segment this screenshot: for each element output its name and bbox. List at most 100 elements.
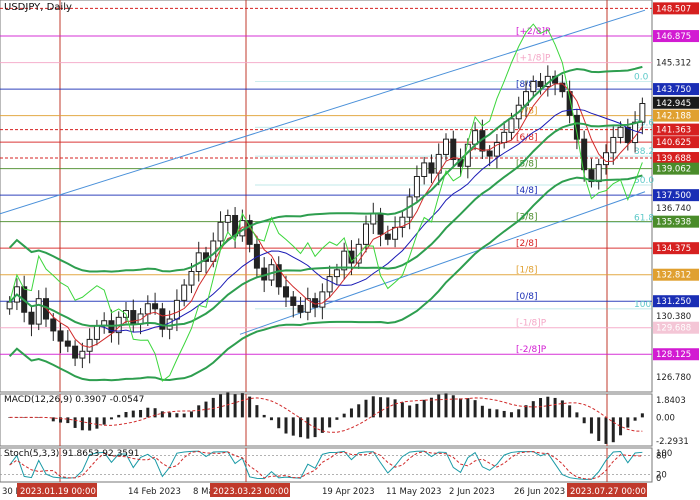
- candle-body: [595, 164, 602, 183]
- macd-histogram-bar: [153, 408, 157, 418]
- price-label-box: [653, 152, 699, 165]
- time-marker-label: 2023.03.23 00:00: [213, 487, 289, 497]
- macd-histogram-bar: [73, 417, 77, 428]
- price-label-box: [653, 321, 699, 334]
- stochastic-panel[interactable]: 100 80 20 0 Stoch(5,3,3) 91.8653 92.3591: [0, 447, 700, 484]
- candle-body: [573, 114, 580, 140]
- candle-body: [632, 121, 639, 144]
- macd-histogram-bar: [611, 417, 615, 443]
- murray-level-label: [4/8]: [516, 186, 538, 196]
- murray-level-label: [1/8]: [516, 266, 538, 276]
- candle-body: [603, 152, 609, 166]
- time-marker-box: [567, 483, 647, 497]
- price-label: 139.688: [656, 154, 691, 164]
- murray-level-label: [7/8]: [516, 107, 538, 117]
- macd-histogram-bar: [575, 412, 579, 418]
- macd-histogram-bar: [160, 411, 164, 418]
- macd-histogram-bar: [488, 408, 492, 418]
- price-label: 128.125: [656, 350, 691, 360]
- price-label: 131.250: [656, 297, 691, 307]
- macd-histogram-bar: [364, 399, 368, 418]
- candle-body: [610, 136, 617, 154]
- candle-body: [275, 264, 282, 288]
- price-label: 146.875: [656, 32, 691, 42]
- candle-body: [639, 103, 646, 123]
- macd-histogram-bar: [211, 397, 215, 418]
- candle-body: [493, 142, 500, 157]
- murray-level-label: [+2/8]P: [516, 27, 551, 37]
- candle-body: [581, 138, 588, 171]
- macd-histogram-bar: [597, 417, 601, 441]
- macd-histogram-bar: [175, 413, 179, 418]
- candle-body: [290, 296, 297, 306]
- price-label: 130.380: [656, 312, 691, 322]
- macd-histogram-bar: [437, 394, 441, 418]
- price-label: 135.938: [656, 218, 691, 228]
- macd-axis-label: 0.00: [656, 413, 675, 423]
- price-label: 142.188: [656, 112, 691, 122]
- macd-histogram-bar: [422, 399, 426, 418]
- macd-histogram-bar: [466, 398, 470, 418]
- candle-body: [79, 350, 86, 359]
- candle-body: [333, 269, 340, 278]
- time-axis-label: 2 Jun 2023: [449, 487, 495, 497]
- macd-histogram-bar: [429, 397, 433, 418]
- macd-histogram-bar: [291, 417, 295, 436]
- candle-body: [421, 162, 428, 177]
- macd-histogram-bar: [37, 417, 41, 418]
- candle-body: [159, 308, 166, 330]
- macd-histogram-bar: [459, 398, 463, 418]
- price-label: 137.500: [656, 191, 691, 201]
- price-chart-canvas[interactable]: [+2/8]P [+1/8]P [8/8] [7/8] [6/8] [5/8] [4/8] […: [0, 0, 700, 393]
- macd-histogram-bar: [589, 417, 593, 434]
- price-chart-panel[interactable]: [+2/8]P [+1/8]P [8/8] [7/8] [6/8] [5/8] [4/8] […: [0, 0, 700, 393]
- candle-body: [428, 162, 435, 174]
- price-label: 139.062: [656, 165, 691, 175]
- candle-body: [617, 126, 624, 138]
- candle-body: [72, 345, 79, 359]
- macd-histogram-bar: [102, 417, 106, 425]
- candle-body: [326, 276, 333, 293]
- candle-body: [152, 303, 159, 310]
- candle-body: [377, 213, 384, 235]
- candle-body: [530, 80, 537, 93]
- macd-histogram-bar: [204, 401, 208, 418]
- macd-histogram-bar: [313, 417, 317, 438]
- macd-title: MACD(12,26,9) 0.3907 -0.0547: [4, 395, 145, 405]
- macd-histogram-bar: [117, 414, 121, 418]
- macd-signal-line: [9, 397, 643, 433]
- time-axis-label: 19 Apr 2023: [322, 487, 375, 497]
- candle-body: [50, 318, 57, 332]
- macd-histogram-bar: [480, 405, 484, 418]
- candle-body: [370, 213, 377, 225]
- candle-body: [130, 310, 137, 325]
- candle-body: [413, 175, 420, 198]
- macd-histogram-bar: [517, 409, 521, 418]
- price-label: 140.625: [656, 138, 691, 148]
- candle-body: [224, 215, 231, 223]
- price-label-box: [653, 136, 699, 149]
- price-label-box: [653, 162, 699, 175]
- time-axis-label: 8 Mar: [193, 487, 218, 497]
- fib-level-label: 61.8: [634, 213, 654, 223]
- time-axis-label: 11 May 2023: [386, 487, 441, 497]
- murray-level-label: [3/8]: [516, 213, 538, 223]
- price-label-box: [653, 189, 699, 202]
- murray-level-label: [2/8]: [516, 239, 538, 249]
- macd-histogram-bar: [306, 417, 310, 439]
- macd-histogram-bar: [320, 417, 324, 433]
- macd-canvas[interactable]: 1.8403 0.00 -2.2931: [0, 392, 700, 447]
- candle-body: [173, 299, 180, 320]
- candle-body: [93, 325, 100, 340]
- price-label: 136.740: [656, 204, 691, 214]
- price-label: 143.750: [656, 85, 691, 95]
- macd-histogram-bar: [444, 393, 448, 418]
- price-label: 141.363: [656, 126, 691, 136]
- macd-panel[interactable]: 1.8403 0.00 -2.2931 MACD(12,26,9) 0.3907 -…: [0, 392, 700, 447]
- time-marker-label: 2023.01.19 00:00: [20, 487, 96, 497]
- macd-histogram-bar: [59, 417, 63, 423]
- candle-body: [392, 226, 399, 240]
- candle-body: [319, 291, 326, 308]
- murray-level-label: [6/8]: [516, 133, 538, 143]
